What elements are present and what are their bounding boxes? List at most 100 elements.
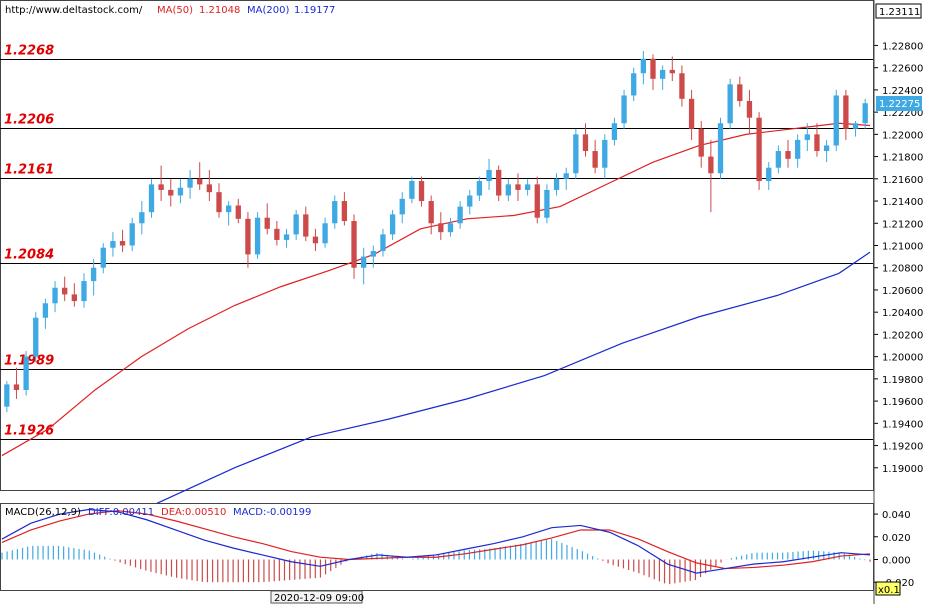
- candle-body: [785, 151, 791, 159]
- candle-body: [756, 117, 762, 182]
- ma200-line: [156, 251, 871, 504]
- candle-body: [23, 356, 29, 390]
- candle-body: [843, 95, 849, 129]
- price-tick-label: 1.22400: [882, 86, 923, 97]
- price-panel-frame: [0, 0, 874, 491]
- candle-body: [245, 218, 251, 255]
- candle-body: [833, 95, 839, 146]
- price-tick-label: 1.22200: [882, 108, 923, 119]
- candle-body: [688, 98, 695, 129]
- candle-body: [361, 256, 367, 268]
- price-tick-label: 1.20000: [882, 353, 923, 364]
- candle-body: [862, 103, 868, 124]
- scale-tag[interactable]: [875, 581, 901, 596]
- candle-body: [524, 184, 531, 190]
- candle-body: [168, 189, 174, 196]
- candle-body: [708, 156, 714, 174]
- macd-value-label: MACD:-0.00199: [233, 507, 311, 518]
- candle-body: [640, 58, 647, 74]
- price-tick-label: 1.22000: [882, 130, 923, 141]
- candle-body: [254, 217, 261, 255]
- candle-body: [33, 317, 39, 357]
- candle-body: [573, 134, 579, 174]
- candle-body: [659, 69, 666, 79]
- candle-body: [766, 167, 772, 182]
- last-price-tag: [876, 96, 922, 111]
- level-label: 1.1989: [4, 354, 54, 369]
- candle-body: [62, 287, 68, 295]
- candle-body: [148, 184, 155, 213]
- candle-body: [505, 184, 511, 196]
- candle-body: [81, 281, 87, 302]
- candle-body: [804, 134, 810, 140]
- macd-dea-label: DEA:0.00510: [161, 507, 226, 518]
- candle-body: [852, 123, 859, 129]
- macd-layer: [1, 508, 871, 585]
- candle-body: [563, 173, 569, 179]
- candle-body: [264, 217, 270, 229]
- candles-layer: [4, 51, 868, 413]
- ma200-label: MA(200): [247, 5, 289, 16]
- crosshair-time-value: 2020-12-09 09:00: [274, 593, 364, 604]
- level-label: 1.2268: [4, 44, 54, 59]
- candle-body: [737, 84, 743, 102]
- candle-body: [746, 101, 753, 118]
- macd-diff-label: DIFF:0.00411: [88, 507, 154, 518]
- candle-body: [158, 184, 164, 190]
- price-tick-label: 1.19800: [882, 375, 923, 386]
- candle-body: [312, 236, 319, 244]
- candle-body: [534, 184, 540, 218]
- crosshair-time-tag: [270, 590, 363, 604]
- price-tick-label: 1.19200: [882, 442, 923, 453]
- candle-body: [71, 294, 77, 302]
- macd-title: MACD(26,12,9): [5, 507, 81, 518]
- candle-body: [332, 201, 338, 224]
- candle-body: [418, 181, 425, 202]
- price-tick-label: 1.21000: [882, 242, 923, 253]
- level-label: 1.2161: [4, 163, 54, 178]
- candle-body: [496, 169, 502, 196]
- price-tick-label: 1.19400: [882, 419, 923, 430]
- candle-body: [582, 134, 589, 152]
- price-tick-label: 1.20600: [882, 286, 923, 297]
- candle-body: [409, 181, 415, 199]
- candle-body: [225, 205, 232, 213]
- candle-body: [611, 123, 618, 140]
- price-tick-label: 1.21600: [882, 175, 923, 186]
- candle-body: [544, 189, 550, 218]
- candle-body: [727, 84, 733, 124]
- price-tick-label: 1.19600: [882, 397, 923, 408]
- candle-body: [216, 192, 222, 213]
- ma50-label: MA(50): [157, 5, 193, 16]
- candle-body: [814, 134, 820, 152]
- ma200-value: 1.19177: [294, 5, 335, 16]
- price-tick-label: 1.21800: [882, 153, 923, 164]
- site-url[interactable]: http://www.deltastock.com/: [5, 5, 143, 16]
- price-tick-label: 1.22600: [882, 64, 923, 75]
- candle-body: [795, 139, 801, 159]
- candle-body: [467, 195, 473, 207]
- level-label: 1.2206: [4, 113, 54, 128]
- ma50-line: [1, 122, 871, 457]
- price-tick-label: 1.21200: [882, 219, 923, 230]
- price-tick-label: 1.21400: [882, 197, 923, 208]
- candle-body: [341, 201, 348, 222]
- candle-body: [457, 206, 463, 224]
- candle-body: [389, 214, 396, 235]
- candle-body: [283, 234, 290, 240]
- candle-body: [823, 145, 830, 152]
- candle-body: [4, 384, 10, 407]
- candle-body: [370, 251, 376, 257]
- price-tick-label: 1.20800: [882, 264, 923, 275]
- moving-averages-layer: [1, 122, 871, 504]
- candle-body: [274, 228, 280, 240]
- scale-value: x0.1: [878, 585, 900, 596]
- candle-body: [631, 73, 637, 96]
- candle-body: [428, 201, 434, 224]
- candle-body: [775, 151, 782, 168]
- level-label: 1.2084: [4, 248, 54, 263]
- last-price-value: 1.22275: [879, 99, 920, 110]
- candle-body: [698, 128, 704, 157]
